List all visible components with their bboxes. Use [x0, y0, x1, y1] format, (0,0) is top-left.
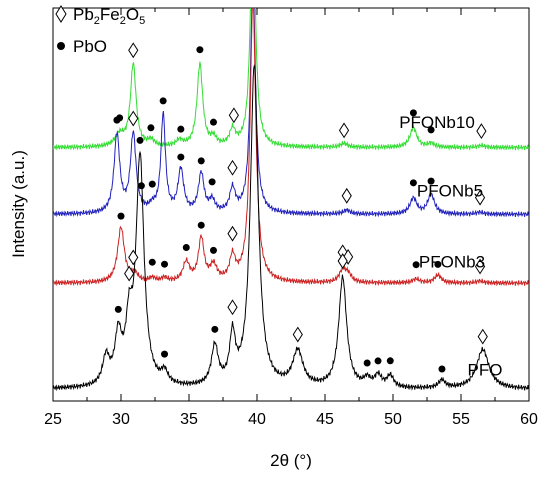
pbo-marker-pfonb3-10 — [412, 261, 420, 269]
pbo-marker-pfonb3-5 — [197, 221, 205, 229]
series-label-pfonb5: PFONb5 — [417, 182, 483, 201]
x-tick-label: 25 — [44, 411, 62, 428]
pbo-marker-pfonb10-5 — [209, 118, 217, 126]
pbo-marker-pfonb3-2 — [148, 258, 156, 266]
pb2fe2o5-marker-pfonb5-9 — [341, 187, 352, 204]
x-tick-label: 60 — [520, 411, 538, 428]
pb2fe2o5-marker-pfo-5 — [227, 299, 238, 316]
pbo-marker-pfonb3-6 — [209, 246, 217, 254]
pbo-marker-pfonb3-11 — [434, 260, 442, 268]
series-label-pfonb3: PFONb3 — [419, 252, 485, 271]
pb2fe2o5-marker-pfo-12 — [477, 328, 488, 345]
pb2fe2o5-marker-pfonb3-7 — [227, 225, 238, 242]
pb2fe2o5-marker-pfo-6 — [292, 326, 303, 343]
pbo-marker-pfonb10-4 — [196, 46, 204, 54]
y-axis-title: Intensity (a.u.) — [9, 150, 28, 258]
legend-item-pb2fe2o5: Pb2Fe2O5 — [55, 5, 145, 27]
series-label-pfonb10: PFONb10 — [399, 113, 475, 132]
legend-label-pb2fe2o5: Pb2Fe2O5 — [73, 5, 145, 27]
legend-label-pbo: PbO — [73, 37, 107, 56]
pbo-marker-pfo-8 — [363, 359, 371, 367]
pbo-marker-pfo-10 — [386, 357, 394, 365]
pbo-marker-pfonb5-11 — [427, 177, 435, 185]
pbo-marker-pfonb3-4 — [182, 243, 190, 251]
series-line-pfonb10 — [53, 8, 529, 151]
pbo-marker-pfo-3 — [161, 350, 169, 358]
x-tick-label: 35 — [180, 411, 198, 428]
pbo-marker-pfonb10-9 — [427, 126, 435, 134]
pb2fe2o5-marker-pfonb5-8 — [227, 159, 238, 176]
pb2fe2o5-marker-pfonb10-7 — [338, 122, 350, 139]
pbo-marker-pfo-4 — [211, 325, 219, 333]
series-line-pfonb5 — [53, 8, 529, 218]
x-tick-label: 30 — [112, 411, 130, 428]
series-line-pfo — [53, 64, 529, 392]
x-tick-label: 45 — [316, 411, 334, 428]
pb2fe2o5-marker-pfonb10-6 — [228, 107, 239, 124]
legend-dot-marker — [57, 42, 65, 50]
pbo-marker-pfonb5-10 — [409, 179, 417, 187]
legend-item-pbo: PbO — [57, 37, 107, 56]
pbo-marker-pfonb5-2 — [137, 182, 145, 190]
x-axis-title: 2θ (°) — [270, 451, 312, 470]
pbo-marker-pfonb5-4 — [159, 97, 167, 105]
pb2fe2o5-marker-pfonb3-1 — [128, 249, 139, 266]
legend: Pb2Fe2O5 PbO — [55, 5, 145, 56]
pbo-marker-pfo-2 — [136, 136, 144, 144]
pbo-marker-pfonb5-0 — [113, 116, 121, 124]
legend-diamond-marker — [55, 5, 67, 23]
peak-markers — [113, 42, 488, 373]
pb2fe2o5-marker-pfonb10-10 — [476, 123, 487, 140]
pb2fe2o5-marker-pfo-7 — [337, 253, 348, 269]
series-line-pfonb3 — [53, 8, 529, 287]
x-tick-label: 55 — [452, 411, 470, 428]
pbo-marker-pfonb5-6 — [197, 157, 205, 165]
x-axis: 25 30 35 40 45 50 55 60 — [44, 8, 538, 428]
pbo-marker-pfo-0 — [114, 305, 122, 313]
pb2fe2o5-marker-pfonb5-12 — [474, 189, 486, 206]
x-tick-label: 50 — [384, 411, 402, 428]
pbo-marker-pfonb10-3 — [177, 125, 185, 133]
pbo-marker-pfo-11 — [438, 365, 446, 373]
pb2fe2o5-marker-pfonb3-12 — [474, 258, 486, 275]
pb2fe2o5-marker-pfonb10-1 — [128, 42, 139, 59]
series-labels: PFONb10 PFONb5 PFONb3 PFO — [399, 113, 502, 380]
pbo-marker-pfonb3-0 — [117, 212, 125, 220]
pbo-marker-pfonb5-5 — [177, 153, 185, 161]
pbo-marker-pfonb5-7 — [208, 178, 216, 186]
plot-frame — [52, 7, 530, 402]
pbo-marker-pfonb5-3 — [148, 180, 156, 188]
series-label-pfo: PFO — [468, 360, 503, 379]
x-tick-label: 40 — [248, 411, 266, 428]
pbo-marker-pfonb10-8 — [409, 109, 417, 117]
pbo-marker-pfo-9 — [374, 357, 382, 365]
pbo-marker-pfonb3-3 — [161, 260, 169, 268]
pbo-marker-pfonb10-2 — [147, 124, 155, 132]
pb2fe2o5-marker-pfonb5-1 — [128, 110, 139, 127]
pb2fe2o5-marker-pfo-1 — [124, 265, 135, 282]
